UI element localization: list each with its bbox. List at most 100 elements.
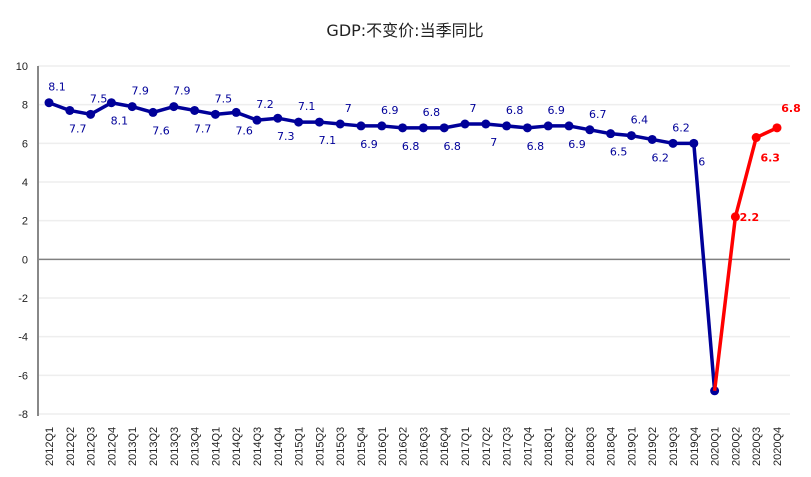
- data-point: [585, 125, 595, 135]
- data-label: 6.9: [381, 104, 399, 117]
- data-point: [127, 102, 137, 112]
- y-tick-label: 10: [16, 61, 28, 73]
- x-tick-label: 2012Q4: [106, 427, 118, 466]
- x-tick-label: 2020Q4: [772, 427, 784, 466]
- y-tick-label: 2: [22, 216, 28, 228]
- data-label: 6.9: [547, 104, 565, 117]
- x-tick-label: 2013Q1: [127, 427, 139, 466]
- x-tick-label: 2014Q2: [231, 427, 243, 466]
- data-point: [502, 121, 512, 131]
- data-point: [231, 107, 241, 117]
- data-label: 8.1: [48, 81, 66, 94]
- data-point: [606, 129, 616, 139]
- data-label: 7.7: [69, 122, 87, 135]
- data-point: [439, 123, 449, 133]
- data-point: [730, 212, 740, 222]
- data-point: [65, 105, 75, 115]
- data-point: [398, 123, 408, 133]
- x-tick-label: 2016Q1: [377, 427, 389, 466]
- data-label: 6.9: [568, 138, 586, 151]
- data-label: 6.8: [443, 140, 461, 153]
- data-label: 8.1: [111, 115, 129, 128]
- x-tick-label: 2015Q2: [314, 427, 326, 466]
- data-label: 6.8: [527, 140, 545, 153]
- data-point: [418, 123, 428, 133]
- data-label: 7.9: [131, 85, 149, 98]
- data-label: 6.8: [506, 104, 524, 117]
- x-tick-label: 2013Q3: [169, 427, 181, 466]
- data-point: [169, 102, 179, 112]
- x-tick-label: 2020Q1: [710, 427, 722, 466]
- data-point: [86, 109, 96, 119]
- data-label: 6.5: [610, 146, 628, 159]
- data-point: [106, 98, 116, 108]
- data-label: 7.3: [277, 130, 295, 143]
- data-label: 7: [470, 102, 477, 115]
- x-tick-label: 2018Q2: [564, 427, 576, 466]
- x-tick-label: 2014Q1: [210, 427, 222, 466]
- x-tick-label: 2016Q3: [418, 427, 430, 466]
- data-point: [689, 138, 699, 148]
- x-tick-label: 2017Q1: [460, 427, 472, 466]
- y-tick-label: 0: [22, 254, 28, 266]
- chart-title: GDP:不变价:当季同比: [326, 21, 483, 40]
- data-point: [210, 109, 220, 119]
- data-label: 7.1: [319, 134, 337, 147]
- x-tick-label: 2020Q3: [751, 427, 763, 466]
- x-tick-label: 2017Q3: [502, 427, 514, 466]
- y-tick-label: -8: [18, 409, 28, 421]
- x-tick-label: 2019Q4: [689, 427, 701, 466]
- data-label: 6.9: [360, 138, 378, 151]
- x-tick-label: 2017Q4: [522, 427, 534, 466]
- data-point: [543, 121, 553, 131]
- data-point: [335, 119, 345, 129]
- x-tick-label: 2014Q3: [252, 427, 264, 466]
- data-point: [294, 117, 304, 127]
- x-tick-label: 2013Q4: [190, 427, 202, 466]
- data-label: 7.9: [173, 85, 191, 98]
- y-tick-label: -6: [18, 370, 28, 382]
- y-tick-label: -4: [18, 332, 28, 344]
- data-point: [564, 121, 574, 131]
- x-tick-label: 2018Q4: [606, 427, 618, 466]
- data-label: 6: [698, 155, 705, 168]
- y-tick-label: -2: [18, 293, 28, 305]
- data-label: 7.6: [152, 124, 170, 137]
- data-label: 7.6: [235, 124, 253, 137]
- data-label: 7.5: [215, 92, 233, 105]
- x-tick-label: 2016Q4: [439, 427, 451, 466]
- x-tick-label: 2015Q3: [335, 427, 347, 466]
- data-label: 7.2: [256, 98, 274, 111]
- data-point: [273, 113, 283, 123]
- x-tick-label: 2017Q2: [481, 427, 493, 466]
- x-tick-label: 2019Q2: [647, 427, 659, 466]
- data-label: 6.8: [781, 102, 801, 115]
- data-label: 6.4: [631, 114, 649, 127]
- x-tick-label: 2012Q1: [44, 427, 56, 466]
- x-tick-label: 2018Q1: [543, 427, 555, 466]
- data-label: 6.2: [672, 121, 690, 134]
- data-label: 6.2: [651, 151, 669, 164]
- data-point: [772, 123, 782, 133]
- x-tick-label: 2019Q3: [668, 427, 680, 466]
- x-tick-label: 2013Q2: [148, 427, 160, 466]
- y-tick-label: 8: [22, 100, 28, 112]
- x-tick-label: 2012Q3: [86, 427, 98, 466]
- data-label: 7: [345, 102, 352, 115]
- x-tick-label: 2012Q2: [65, 427, 77, 466]
- data-point: [460, 119, 470, 129]
- x-tick-label: 2020Q2: [730, 427, 742, 466]
- data-point: [314, 117, 324, 127]
- data-label: 2.2: [740, 211, 760, 224]
- data-point: [356, 121, 366, 131]
- x-tick-label: 2014Q4: [273, 427, 285, 466]
- data-point: [148, 107, 158, 117]
- data-point: [481, 119, 491, 129]
- data-point: [751, 133, 761, 143]
- x-tick-label: 2018Q3: [585, 427, 597, 466]
- x-tick-label: 2015Q1: [294, 427, 306, 466]
- data-label: 7.7: [194, 122, 212, 135]
- data-point: [377, 121, 387, 131]
- data-point: [668, 138, 678, 148]
